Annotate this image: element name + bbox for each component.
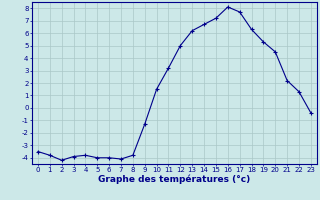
X-axis label: Graphe des températures (°c): Graphe des températures (°c) xyxy=(98,175,251,184)
